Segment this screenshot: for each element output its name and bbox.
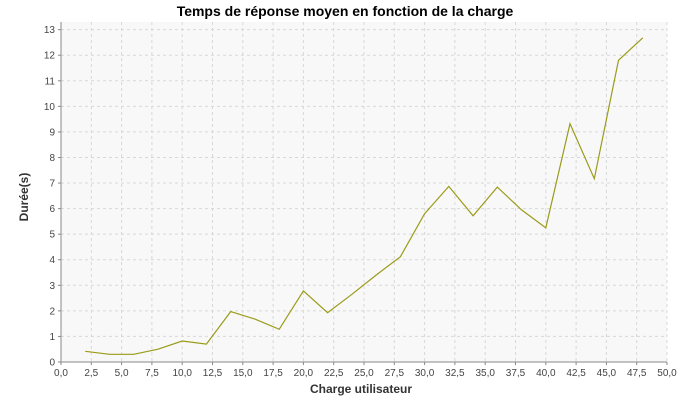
y-tick-label: 1 — [49, 332, 55, 343]
y-tick-label: 12 — [44, 51, 56, 62]
x-tick-label: 50,0 — [657, 368, 677, 379]
x-tick-label: 35,0 — [475, 368, 495, 379]
x-axis-label: Charge utilisateur — [310, 382, 412, 396]
series-line — [85, 37, 644, 355]
x-ticks: 0,0 2,5 5,0 7,5 10,0 12,5 15,0 17,5 20,0 22,5 25,0… — [54, 362, 677, 379]
y-tick-label: 5 — [49, 230, 55, 241]
x-tick-label: 40,0 — [536, 368, 556, 379]
y-tick-label: 11 — [45, 76, 56, 87]
y-tick-label: 10 — [44, 102, 56, 113]
y-tick-label: 7 — [49, 179, 55, 190]
y-tick-label: 9 — [49, 127, 55, 138]
chart-title: Temps de réponse moyen en fonction de la… — [177, 3, 514, 19]
x-tick-label: 12,5 — [203, 368, 223, 379]
x-tick-label: 17,5 — [263, 368, 283, 379]
x-tick-label: 22,5 — [324, 368, 344, 379]
x-tick-label: 47,5 — [627, 368, 647, 379]
y-tick-label: 2 — [49, 306, 55, 317]
series — [85, 37, 644, 355]
y-tick-label: 13 — [44, 25, 56, 36]
x-tick-label: 2,5 — [84, 368, 98, 379]
x-tick-label: 45,0 — [597, 368, 617, 379]
y-tick-label: 0 — [49, 358, 55, 369]
y-axis-label: Durée(s) — [17, 173, 31, 222]
y-tick-label: 8 — [49, 153, 55, 164]
grid — [61, 22, 668, 362]
y-tick-label: 3 — [49, 281, 55, 292]
y-tick-label: 6 — [49, 204, 55, 215]
x-tick-label: 25,0 — [354, 368, 374, 379]
x-tick-label: 27,5 — [385, 368, 405, 379]
x-tick-label: 42,5 — [566, 368, 586, 379]
x-tick-label: 37,5 — [506, 368, 526, 379]
y-tick-label: 4 — [49, 255, 55, 266]
x-tick-label: 0,0 — [54, 368, 68, 379]
x-tick-label: 5,0 — [115, 368, 129, 379]
x-tick-label: 7,5 — [145, 368, 159, 379]
x-tick-label: 20,0 — [294, 368, 314, 379]
x-tick-label: 30,0 — [415, 368, 435, 379]
x-tick-label: 10,0 — [172, 368, 192, 379]
x-tick-label: 32,5 — [445, 368, 465, 379]
x-tick-label: 15,0 — [233, 368, 253, 379]
